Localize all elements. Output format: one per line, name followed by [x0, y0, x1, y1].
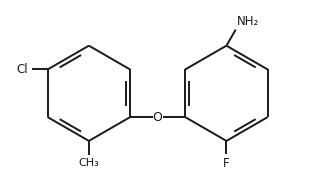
Text: CH₃: CH₃: [78, 158, 99, 168]
Text: F: F: [223, 157, 230, 170]
Text: NH₂: NH₂: [237, 15, 259, 28]
Text: Cl: Cl: [16, 63, 28, 76]
Text: O: O: [153, 111, 163, 124]
